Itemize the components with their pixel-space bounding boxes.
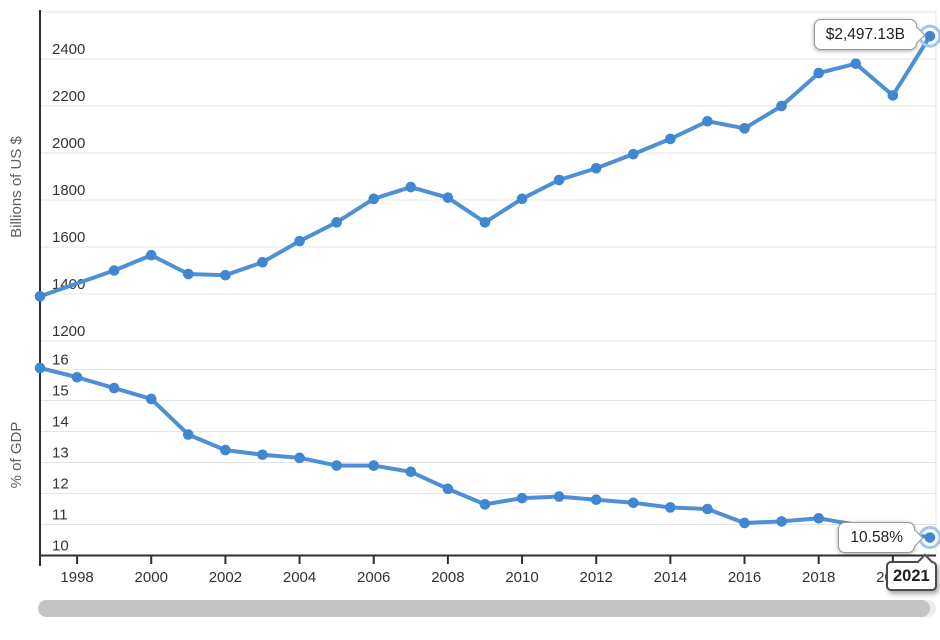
tooltip-usd-text: $2,497.13B	[825, 26, 905, 43]
y-tick-label: 2200	[52, 88, 85, 105]
data-point-marker[interactable]	[887, 90, 899, 101]
y-axis-title-value-usd: Billions of US $	[8, 135, 25, 237]
data-point-marker[interactable]	[331, 217, 342, 228]
y-tick-label: 16	[52, 352, 69, 369]
data-point-marker[interactable]	[924, 532, 936, 543]
data-point-marker[interactable]	[850, 58, 862, 69]
data-point-marker[interactable]	[442, 483, 454, 495]
data-point-marker[interactable]	[739, 517, 750, 529]
data-point-marker[interactable]	[183, 429, 194, 440]
x-tick-label: 2012	[580, 569, 613, 586]
data-point-marker[interactable]	[183, 268, 194, 280]
data-point-marker[interactable]	[627, 148, 639, 160]
data-point-marker[interactable]	[702, 115, 713, 127]
y-tick-label: 10	[52, 538, 69, 555]
tooltip-gdp-text: 10.58%	[850, 529, 903, 546]
x-tick-label: 1998	[60, 569, 93, 586]
data-point-marker[interactable]	[813, 513, 824, 524]
data-point-marker[interactable]	[553, 174, 565, 186]
data-point-marker[interactable]	[776, 516, 787, 527]
data-point-marker[interactable]	[294, 235, 305, 247]
y-axis-title-percent-gdp: % of GDP	[8, 422, 25, 489]
x-tick-label: 2010	[505, 569, 538, 586]
data-point-marker[interactable]	[257, 449, 268, 461]
data-point-marker[interactable]	[813, 67, 824, 79]
data-point-marker[interactable]	[108, 265, 120, 276]
y-tick-label: 1600	[52, 229, 85, 246]
data-point-marker[interactable]	[34, 291, 46, 302]
y-tick-label: 11	[52, 507, 68, 524]
y-tick-label: 12	[52, 476, 69, 493]
data-point-marker[interactable]	[220, 269, 231, 281]
data-point-marker[interactable]	[34, 362, 46, 374]
data-point-marker[interactable]	[924, 30, 936, 42]
data-point-marker[interactable]	[257, 256, 268, 268]
data-point-marker[interactable]	[145, 393, 157, 405]
x-tick-label: 2004	[283, 569, 316, 586]
data-point-marker[interactable]	[702, 503, 713, 515]
data-point-marker[interactable]	[590, 162, 602, 174]
data-point-marker[interactable]	[368, 193, 380, 205]
data-point-marker[interactable]	[294, 452, 305, 464]
data-point-marker[interactable]	[665, 502, 676, 513]
y-tick-label: 2400	[52, 41, 85, 58]
data-point-marker[interactable]	[665, 133, 676, 145]
y-tick-label: 15	[52, 383, 69, 400]
data-point-marker[interactable]	[590, 494, 602, 506]
y-tick-label: 13	[52, 445, 69, 462]
data-point-marker[interactable]	[739, 123, 750, 134]
tooltip-gdp-value: 10.58%	[838, 522, 923, 553]
data-point-marker[interactable]	[405, 466, 417, 478]
series-line-value-usd	[38, 34, 932, 299]
data-point-marker[interactable]	[516, 492, 528, 504]
tooltip-usd-value: $2,497.13B	[813, 19, 925, 50]
series-line-percent-gdp	[38, 365, 932, 540]
data-point-marker[interactable]	[516, 193, 528, 205]
data-point-marker[interactable]	[627, 497, 639, 509]
x-tick-label: 2008	[431, 569, 464, 586]
data-point-marker[interactable]	[368, 460, 380, 471]
data-point-marker[interactable]	[71, 371, 83, 383]
horizontal-scrollbar-thumb[interactable]	[38, 600, 930, 617]
y-tick-label: 1200	[52, 323, 85, 340]
data-point-marker[interactable]	[405, 181, 417, 193]
horizontal-scrollbar-track[interactable]	[38, 600, 936, 617]
x-tick-label: 2014	[654, 569, 687, 586]
x-tick-label: 2000	[135, 569, 168, 586]
y-tick-label: 14	[52, 414, 69, 431]
data-point-marker[interactable]	[479, 499, 491, 510]
data-point-marker[interactable]	[776, 100, 787, 112]
data-point-marker[interactable]	[442, 192, 454, 203]
year-box-text: 2021	[893, 567, 930, 585]
data-point-marker[interactable]	[331, 460, 342, 471]
x-tick-label: 2006	[357, 569, 390, 586]
x-tick-label: 2018	[802, 569, 835, 586]
y-tick-label: 2000	[52, 135, 85, 152]
data-point-marker[interactable]	[145, 249, 157, 261]
x-tick-label: 2016	[728, 569, 761, 586]
data-point-marker[interactable]	[553, 491, 565, 502]
y-tick-label: 1800	[52, 182, 85, 199]
data-point-marker[interactable]	[479, 217, 491, 228]
x-tick-label: 2002	[209, 569, 242, 586]
data-point-marker[interactable]	[220, 444, 231, 456]
x-axis-selected-year-label: 2021	[886, 553, 937, 591]
data-point-marker[interactable]	[108, 382, 120, 394]
